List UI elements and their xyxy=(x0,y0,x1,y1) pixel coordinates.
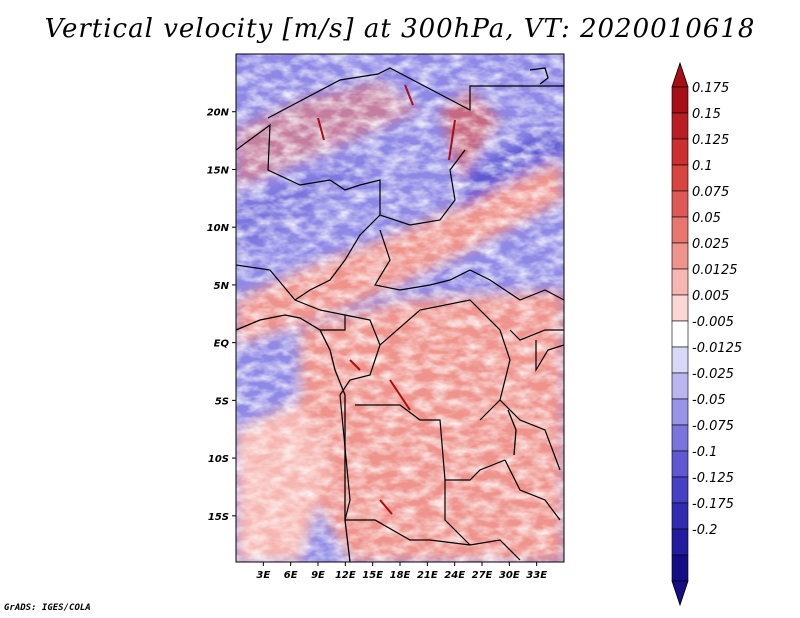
colorbar-label: 0.005 xyxy=(692,289,729,304)
colorbar-label: 0.075 xyxy=(692,185,729,200)
colorbar-swatch xyxy=(671,372,689,400)
colorbar-swatch xyxy=(671,242,689,270)
colorbar-label: -0.175 xyxy=(692,497,734,512)
colorbar-swatch xyxy=(671,112,689,140)
colorbar-label: 0.025 xyxy=(692,237,729,252)
lat-tick-label: 5N xyxy=(214,281,230,292)
colorbar-label: -0.005 xyxy=(692,315,734,330)
lon-tick-label: 3E xyxy=(256,570,270,581)
longitude-axis: 3E 6E 9E 12E 15E 18E 21E 24E 27E 30E 33E xyxy=(256,562,547,581)
country-borders xyxy=(236,67,564,561)
colorbar-label: -0.05 xyxy=(692,393,726,408)
lon-tick-label: 21E xyxy=(417,570,438,581)
colorbar-label: 0.05 xyxy=(692,211,721,226)
colorbar-label: 0.15 xyxy=(692,107,721,122)
colorbar-label: 0.0125 xyxy=(692,263,738,278)
lon-tick-label: 9E xyxy=(311,570,325,581)
lon-tick-label: 6E xyxy=(284,570,298,581)
colorbar-swatch xyxy=(671,138,689,166)
colorbar-label: 0.175 xyxy=(692,81,729,96)
colorbar-label: -0.1 xyxy=(692,445,717,460)
colorbar-label: -0.025 xyxy=(692,367,734,382)
lat-tick-label: 5S xyxy=(215,396,229,407)
lat-tick-label: 10S xyxy=(208,454,229,465)
colorbar-bottom-arrow xyxy=(671,580,689,607)
colorbar-top-arrow xyxy=(671,61,689,88)
colorbar-label: 0.1 xyxy=(692,159,713,174)
lon-tick-label: 18E xyxy=(390,570,411,581)
lon-tick-label: 27E xyxy=(472,570,493,581)
vertical-velocity-field xyxy=(236,54,564,562)
colorbar-swatch xyxy=(671,398,689,426)
colorbar: 0.175 0.15 0.125 0.1 0.075 0.05 0.025 0.0125 0.0… xyxy=(671,61,742,607)
colorbar-swatch xyxy=(671,346,689,374)
colorbar-swatch xyxy=(671,424,689,452)
colorbar-label: 0.125 xyxy=(692,133,729,148)
colorbar-swatch xyxy=(671,502,689,530)
colorbar-swatch xyxy=(671,528,689,556)
colorbar-swatch xyxy=(671,86,689,114)
lat-tick-label: 10N xyxy=(207,223,230,234)
coastline xyxy=(236,67,549,562)
colorbar-swatch xyxy=(671,216,689,244)
colorbar-label: -0.0125 xyxy=(692,341,742,356)
colorbar-swatch xyxy=(671,476,689,504)
chart-title: Vertical velocity [m/s] at 300hPa, VT: 2… xyxy=(44,14,756,44)
lon-tick-label: 24E xyxy=(444,570,465,581)
colorbar-swatch xyxy=(671,294,689,322)
colorbar-label: -0.075 xyxy=(692,419,734,434)
colorbar-swatch xyxy=(671,268,689,296)
lon-tick-label: 15E xyxy=(362,570,383,581)
colorbar-swatch xyxy=(671,320,689,348)
lon-tick-label: 30E xyxy=(499,570,520,581)
lat-tick-label: EQ xyxy=(214,339,230,350)
grads-credit: GrADS: IGES/COLA xyxy=(4,603,91,613)
colorbar-label: -0.2 xyxy=(692,523,717,538)
colorbar-swatch xyxy=(671,450,689,478)
colorbar-swatch xyxy=(671,190,689,218)
latitude-axis: 20N 15N 10N 5N EQ 5S 10S 15S xyxy=(207,108,236,523)
lat-tick-label: 20N xyxy=(207,108,230,119)
colorbar-label: -0.125 xyxy=(692,471,734,486)
lat-tick-label: 15N xyxy=(207,165,230,176)
lon-tick-label: 33E xyxy=(526,570,547,581)
lat-tick-label: 15S xyxy=(208,512,229,523)
colorbar-swatch xyxy=(671,164,689,192)
lon-tick-label: 12E xyxy=(335,570,356,581)
colorbar-swatch xyxy=(671,554,689,582)
